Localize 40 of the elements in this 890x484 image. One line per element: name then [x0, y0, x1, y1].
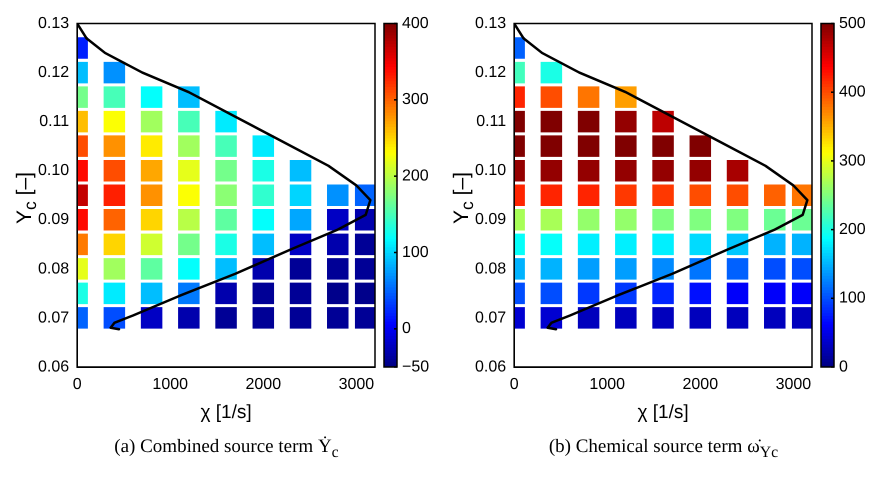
y-tick-label: 0.08 — [475, 260, 506, 278]
x-tick-label: 3000 — [776, 376, 812, 394]
color-bar-label: 200 — [839, 221, 866, 238]
color-bar-label: 500 — [839, 14, 866, 32]
y-tick-label: 0.09 — [38, 211, 70, 228]
x-tick-label: 2000 — [246, 376, 282, 394]
y-tick-label: 0.07 — [38, 309, 70, 326]
text: (a) Combined source term Ẏ$_{c}$ — [113, 436, 340, 462]
y-tick-label: 0.06 — [475, 358, 506, 376]
x-tick-label: 0 — [72, 376, 82, 394]
x-axis-title: χ [1/s] — [637, 402, 689, 423]
y-tick-label: 0.11 — [39, 113, 70, 130]
y-tick-label: 0.12 — [38, 64, 70, 81]
color-bar-label: −50 — [402, 358, 430, 376]
color-bar-label: 200 — [402, 168, 429, 185]
y-tick-label: 0.07 — [475, 309, 506, 326]
color-bar-label: 400 — [839, 84, 866, 101]
color-bar-label: 100 — [402, 244, 429, 261]
y-tick-label: 0.09 — [475, 211, 506, 228]
x-tick-label: 2000 — [682, 376, 718, 394]
x-tick-label: 1000 — [152, 376, 188, 394]
y-tick-label: 0.13 — [475, 14, 506, 32]
color-bar-label: 300 — [402, 91, 429, 108]
color-bar-label: 300 — [839, 152, 866, 170]
color-bar-label: 100 — [839, 290, 866, 307]
x-tick-label: 3000 — [338, 376, 374, 394]
color-bar-label: 400 — [402, 14, 429, 32]
y-tick-label: 0.10 — [38, 162, 70, 180]
x-tick-label: 0 — [510, 376, 519, 394]
y-tick-label: 0.13 — [38, 14, 70, 32]
x-axis-title: χ [1/s] — [200, 402, 252, 423]
y-tick-label: 0.06 — [38, 358, 70, 376]
y-tick-label: 0.10 — [475, 162, 506, 180]
y-tick-label: 0.11 — [476, 113, 506, 130]
y-tick-label: 0.12 — [475, 64, 506, 81]
color-bar-label: 0 — [402, 320, 411, 338]
x-tick-label: 1000 — [589, 376, 626, 394]
y-tick-label: 0.08 — [38, 260, 70, 278]
text: (b) Chemical source term ω̇$_{Yc}$ — [548, 436, 780, 462]
color-bar-label: 0 — [839, 358, 848, 376]
